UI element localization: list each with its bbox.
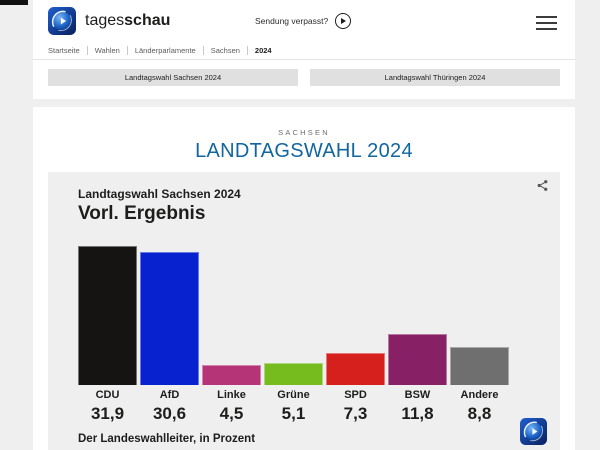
breadcrumb-separator bbox=[246, 46, 248, 55]
bar-meta-bsw: BSW 11,8 bbox=[388, 385, 447, 424]
bar-meta-linke: Linke 4,5 bbox=[202, 385, 261, 424]
breadcrumb-item-startseite[interactable]: Startseite bbox=[48, 46, 80, 55]
breadcrumb-item-länderparlamente[interactable]: Länderparlamente bbox=[134, 46, 196, 55]
bar-label-spd: SPD bbox=[344, 389, 367, 401]
bar-cdu bbox=[78, 246, 137, 385]
bar-value-linke: 4,5 bbox=[219, 404, 244, 423]
bar-value-andere: 8,8 bbox=[467, 404, 492, 423]
bar-value-bsw: 11,8 bbox=[401, 404, 434, 423]
chart-subtitle: Landtagswahl Sachsen 2024 bbox=[78, 187, 241, 201]
bar-meta-andere: Andere 8,8 bbox=[450, 385, 509, 424]
bar-andere bbox=[450, 346, 509, 385]
breadcrumb-item-2024[interactable]: 2024 bbox=[254, 46, 272, 55]
share-icon[interactable] bbox=[536, 179, 549, 192]
tab-landtagswahl-sachsen[interactable]: Landtagswahl Sachsen 2024 bbox=[48, 69, 298, 86]
breadcrumb-separator bbox=[86, 46, 88, 55]
bar-value-cdu: 31,9 bbox=[90, 404, 125, 423]
brand-wordmark[interactable]: tagesschau bbox=[85, 12, 171, 29]
bar-column-linke bbox=[202, 246, 261, 385]
breadcrumb-item-wahlen[interactable]: Wahlen bbox=[94, 46, 120, 55]
bar-chart bbox=[78, 246, 510, 385]
bar-value-afd: 30,6 bbox=[152, 404, 187, 423]
bar-label-grüne: Grüne bbox=[277, 389, 310, 401]
tagesschau-logo-icon[interactable] bbox=[48, 7, 76, 35]
bar-grüne bbox=[264, 362, 323, 385]
bar-value-spd: 7,3 bbox=[343, 404, 368, 423]
tagesschau-watermark-icon bbox=[520, 418, 547, 445]
bar-chart-labels: CDU 31,9 AfD 30,6 Linke 4,5 Grüne 5,1 SPD 7,3 BSW 1… bbox=[78, 385, 510, 424]
bar-meta-grüne: Grüne 5,1 bbox=[264, 385, 323, 424]
bar-spd bbox=[326, 353, 385, 385]
top-left-artifact bbox=[0, 0, 28, 5]
site-header: tagesschau Sendung verpasst? Startseite W… bbox=[33, 0, 575, 60]
sendung-verpasst-label: Sendung verpasst? bbox=[255, 16, 329, 26]
breadcrumb-separator bbox=[126, 46, 128, 55]
bar-meta-afd: AfD 30,6 bbox=[140, 385, 199, 424]
breadcrumb: Startseite Wahlen Länderparlamente Sachsen 2… bbox=[48, 42, 560, 59]
section-gap bbox=[33, 99, 575, 107]
breadcrumb-item-sachsen[interactable]: Sachsen bbox=[210, 46, 240, 55]
bar-label-afd: AfD bbox=[159, 389, 180, 401]
chart-card: Landtagswahl Sachsen 2024 Vorl. Ergebnis… bbox=[48, 172, 560, 450]
bar-label-linke: Linke bbox=[217, 389, 246, 401]
play-icon[interactable] bbox=[335, 13, 352, 29]
sendung-verpasst-link[interactable]: Sendung verpasst? bbox=[255, 0, 352, 42]
bar-label-bsw: BSW bbox=[404, 389, 431, 401]
bar-column-grüne bbox=[264, 246, 323, 385]
menu-icon[interactable] bbox=[536, 12, 557, 34]
breadcrumb-separator bbox=[202, 46, 204, 55]
bar-column-bsw bbox=[388, 246, 447, 385]
page-title: LANDTAGSWAHL 2024 bbox=[195, 140, 413, 162]
bar-column-cdu bbox=[78, 246, 137, 385]
bar-bsw bbox=[388, 333, 447, 385]
bar-label-cdu: CDU bbox=[95, 389, 120, 401]
bar-meta-spd: SPD 7,3 bbox=[326, 385, 385, 424]
bar-column-spd bbox=[326, 246, 385, 385]
main-content: SACHSEN LANDTAGSWAHL 2024 Landtagswahl S… bbox=[33, 107, 575, 450]
bar-value-grüne: 5,1 bbox=[281, 404, 306, 423]
bar-linke bbox=[202, 365, 261, 385]
bar-label-andere: Andere bbox=[460, 389, 499, 401]
bar-column-afd bbox=[140, 246, 199, 385]
election-tabs: Landtagswahl Sachsen 2024 Landtagswahl T… bbox=[33, 60, 575, 99]
header-top: tagesschau Sendung verpasst? bbox=[48, 0, 560, 42]
kicker: SACHSEN bbox=[278, 128, 330, 137]
bar-column-andere bbox=[450, 246, 509, 385]
chart-source: Der Landeswahlleiter, in Prozent bbox=[78, 433, 256, 445]
chart-title: Vorl. Ergebnis bbox=[78, 203, 206, 224]
content-column: tagesschau Sendung verpasst? Startseite W… bbox=[33, 0, 575, 450]
tab-landtagswahl-thueringen[interactable]: Landtagswahl Thüringen 2024 bbox=[310, 69, 560, 86]
bar-afd bbox=[140, 251, 199, 385]
bar-meta-cdu: CDU 31,9 bbox=[78, 385, 137, 424]
